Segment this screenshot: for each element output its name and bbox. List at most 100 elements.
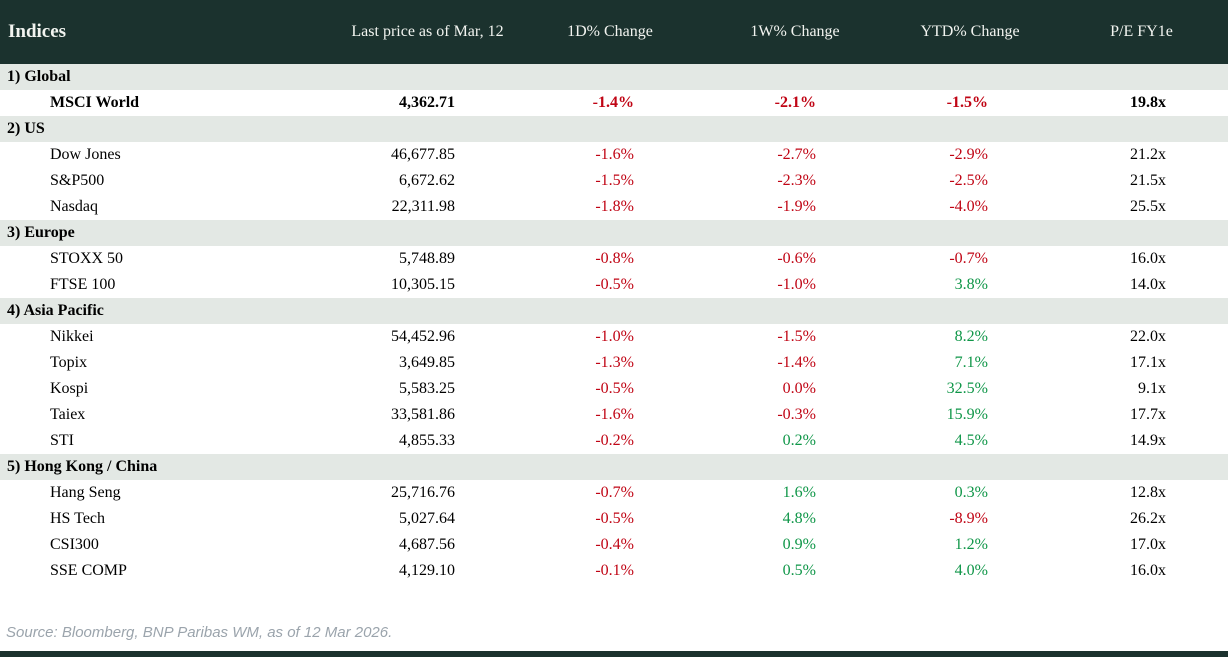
col-header-pe: P/E FY1e (1110, 23, 1173, 40)
change-1d-value: -0.1% (595, 562, 634, 579)
change-1d-value: -0.4% (595, 536, 634, 553)
change-ytd-value: 4.5% (954, 432, 988, 449)
index-name: Topix (50, 354, 88, 371)
change-1w-value: -1.5% (777, 328, 816, 345)
index-row: STOXX 50 5,748.89 -0.8% -0.6% -0.7% 16.0… (0, 246, 1228, 272)
section-header-row: 1) Global (0, 64, 1228, 90)
change-1d-value: -0.5% (595, 510, 634, 527)
change-1w-value: -2.1% (774, 94, 816, 111)
index-name: Nasdaq (50, 198, 98, 215)
change-ytd-value: 15.9% (946, 406, 988, 423)
pe-value: 21.5x (1130, 172, 1166, 189)
change-ytd-value: 1.2% (954, 536, 988, 553)
change-1w-value: -1.0% (777, 276, 816, 293)
change-1d-value: -1.3% (595, 354, 634, 371)
index-name: FTSE 100 (50, 276, 116, 293)
change-1w-value: 0.9% (782, 536, 816, 553)
last-price-value: 5,748.89 (399, 250, 455, 267)
last-price-value: 10,305.15 (391, 276, 455, 293)
index-name: Kospi (50, 380, 89, 397)
change-1w-value: 0.2% (782, 432, 816, 449)
pe-value: 17.1x (1130, 354, 1166, 371)
change-1d-value: -0.8% (595, 250, 634, 267)
pe-value: 16.0x (1130, 250, 1166, 267)
index-row: S&P500 6,672.62 -1.5% -2.3% -2.5% 21.5x (0, 168, 1228, 194)
pe-value: 26.2x (1130, 510, 1166, 527)
change-1d-value: -0.2% (595, 432, 634, 449)
last-price-value: 5,583.25 (399, 380, 455, 397)
change-ytd-value: 3.8% (954, 276, 988, 293)
index-row: CSI300 4,687.56 -0.4% 0.9% 1.2% 17.0x (0, 532, 1228, 558)
col-header-1d-change: 1D% Change (567, 23, 653, 40)
last-price-value: 6,672.62 (399, 172, 455, 189)
last-price-value: 25,716.76 (391, 484, 455, 501)
change-1d-value: -1.8% (595, 198, 634, 215)
index-row: Nasdaq 22,311.98 -1.8% -1.9% -4.0% 25.5x (0, 194, 1228, 220)
index-row: Nikkei 54,452.96 -1.0% -1.5% 8.2% 22.0x (0, 324, 1228, 350)
change-1w-value: 4.8% (782, 510, 816, 527)
index-row: Topix 3,649.85 -1.3% -1.4% 7.1% 17.1x (0, 350, 1228, 376)
index-name: CSI300 (50, 536, 99, 553)
change-1w-value: -2.7% (777, 146, 816, 163)
table-header-bar: Indices Last price as of Mar, 12 1D% Cha… (0, 0, 1228, 64)
change-1w-value: 1.6% (782, 484, 816, 501)
source-note: Source: Bloomberg, BNP Paribas WM, as of… (6, 624, 393, 641)
last-price-value: 46,677.85 (391, 146, 455, 163)
change-ytd-value: -8.9% (949, 510, 988, 527)
last-price-value: 33,581.86 (391, 406, 455, 423)
section-label: 3) Europe (7, 224, 75, 241)
section-header-row: 3) Europe (0, 220, 1228, 246)
pe-value: 19.8x (1130, 94, 1166, 111)
change-1w-value: 0.5% (782, 562, 816, 579)
pe-value: 12.8x (1130, 484, 1166, 501)
change-1d-value: -1.6% (595, 406, 634, 423)
change-1w-value: -0.6% (777, 250, 816, 267)
change-ytd-value: -2.5% (949, 172, 988, 189)
pe-value: 17.0x (1130, 536, 1166, 553)
change-1d-value: -0.5% (595, 380, 634, 397)
index-name: STOXX 50 (50, 250, 124, 267)
last-price-value: 5,027.64 (399, 510, 455, 527)
last-price-value: 4,362.71 (399, 94, 455, 111)
last-price-value: 22,311.98 (391, 198, 455, 215)
index-row: SSE COMP 4,129.10 -0.1% 0.5% 4.0% 16.0x (0, 558, 1228, 584)
change-1d-value: -1.6% (595, 146, 634, 163)
index-row: FTSE 100 10,305.15 -0.5% -1.0% 3.8% 14.0… (0, 272, 1228, 298)
last-price-value: 4,855.33 (399, 432, 455, 449)
bottom-accent-bar (0, 651, 1228, 657)
index-name: HS Tech (50, 510, 106, 527)
change-ytd-value: -1.5% (946, 94, 988, 111)
index-row: Taiex 33,581.86 -1.6% -0.3% 15.9% 17.7x (0, 402, 1228, 428)
index-row: STI 4,855.33 -0.2% 0.2% 4.5% 14.9x (0, 428, 1228, 454)
section-label: 1) Global (7, 68, 71, 85)
change-1d-value: -1.5% (595, 172, 634, 189)
index-name: Dow Jones (50, 146, 121, 163)
change-1w-value: -1.9% (777, 198, 816, 215)
pe-value: 25.5x (1130, 198, 1166, 215)
last-price-value: 4,129.10 (399, 562, 455, 579)
index-row: MSCI World 4,362.71 -1.4% -2.1% -1.5% 19… (0, 90, 1228, 116)
index-row: Hang Seng 25,716.76 -0.7% 1.6% 0.3% 12.8… (0, 480, 1228, 506)
section-header-row: 4) Asia Pacific (0, 298, 1228, 324)
section-header-row: 5) Hong Kong / China (0, 454, 1228, 480)
change-1w-value: -0.3% (777, 406, 816, 423)
change-ytd-value: 32.5% (946, 380, 988, 397)
change-1w-value: 0.0% (782, 380, 816, 397)
index-name: SSE COMP (50, 562, 127, 579)
col-header-last-price: Last price as of Mar, 12 (351, 23, 504, 40)
index-row: Dow Jones 46,677.85 -1.6% -2.7% -2.9% 21… (0, 142, 1228, 168)
indices-table-body: 1) Global MSCI World 4,362.71 -1.4% -2.1… (0, 64, 1228, 584)
index-name: STI (50, 432, 74, 449)
change-ytd-value: 4.0% (954, 562, 988, 579)
index-row: Kospi 5,583.25 -0.5% 0.0% 32.5% 9.1x (0, 376, 1228, 402)
change-ytd-value: 7.1% (954, 354, 988, 371)
index-name: Taiex (50, 406, 86, 423)
change-1d-value: -1.4% (592, 94, 634, 111)
pe-value: 14.9x (1130, 432, 1166, 449)
section-label: 2) US (7, 120, 45, 137)
change-1d-value: -1.0% (595, 328, 634, 345)
pe-value: 17.7x (1130, 406, 1166, 423)
change-ytd-value: -4.0% (949, 198, 988, 215)
section-label: 5) Hong Kong / China (7, 458, 158, 475)
page-title: Indices (8, 21, 67, 42)
